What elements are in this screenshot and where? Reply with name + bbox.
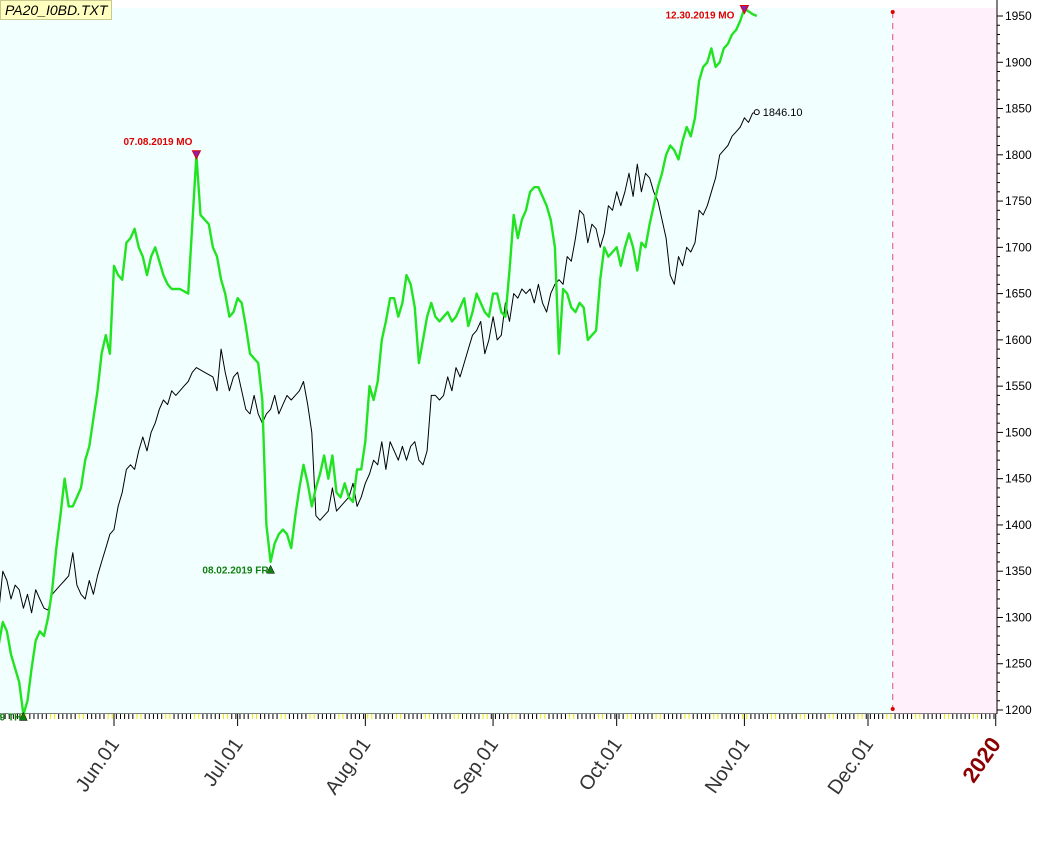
y-tick-label: 1500 xyxy=(1005,425,1032,439)
y-tick-label: 1900 xyxy=(1005,55,1032,69)
peak-marker xyxy=(739,5,750,15)
y-tick-label: 1800 xyxy=(1005,148,1032,162)
x-axis-strip xyxy=(0,714,997,720)
green-series-line xyxy=(0,7,758,716)
forecast-marker-bottom xyxy=(890,707,895,711)
x-tick-label: Oct.01 xyxy=(575,734,627,795)
y-tick-label: 1550 xyxy=(1005,379,1032,393)
last-value-label: 1846.10 xyxy=(763,107,803,119)
y-tick-label: 1750 xyxy=(1005,194,1032,208)
x-tick-label: Jul.01 xyxy=(199,734,248,790)
y-tick-label: 1200 xyxy=(1005,703,1032,717)
y-tick-label: 1450 xyxy=(1005,472,1032,486)
y-tick-label: 1250 xyxy=(1005,657,1032,671)
y-tick-label: 1950 xyxy=(1005,9,1032,23)
x-tick-label: Sep.01 xyxy=(449,734,503,799)
peak-label: 07.08.2019 MO xyxy=(123,137,192,148)
trough-label: 5.2019 TH xyxy=(0,712,21,723)
black-series-line xyxy=(0,111,757,614)
plot-area xyxy=(0,8,997,714)
trough-marker xyxy=(266,564,275,574)
y-tick-label: 1650 xyxy=(1005,287,1032,301)
y-tick-label: 1600 xyxy=(1005,333,1032,347)
y-axis: 1200 1250 1300 1350 1400 1450 1500 1550 1600 1650… xyxy=(996,0,1032,717)
trough-marker xyxy=(18,711,28,721)
file-name-label: PA20_I0BD.TXT xyxy=(0,0,113,20)
x-tick-label: Nov.01 xyxy=(701,734,755,797)
last-value-marker xyxy=(753,109,760,116)
y-tick-label: 1400 xyxy=(1005,518,1032,532)
series-layer xyxy=(0,7,758,716)
y-tick-label: 1850 xyxy=(1005,102,1032,116)
trough-label: 08.02.2019 FR xyxy=(202,565,269,576)
x-tick-label: Aug.01 xyxy=(321,734,375,799)
x-tick-label: Jun.01 xyxy=(72,734,124,796)
x-tick-label: 2020 xyxy=(957,733,1006,787)
peak-label: 12.30.2019 MO xyxy=(665,11,734,22)
annotation-layer: 1846.10 07.08.2019 MO 08.02.2019 FR 5.2019 … xyxy=(0,5,803,723)
forecast-marker-top xyxy=(890,10,895,14)
forecast-region xyxy=(892,8,997,714)
x-tick-label: Dec.01 xyxy=(824,734,878,799)
y-tick-label: 1700 xyxy=(1005,240,1032,254)
y-tick-label: 1300 xyxy=(1005,610,1032,624)
x-axis: Jun.01 Jul.01 Aug.01 Sep.01 Oct.01 Nov.01 Dec.… xyxy=(0,713,1006,799)
peak-marker xyxy=(191,150,202,160)
y-tick-label: 1350 xyxy=(1005,564,1032,578)
